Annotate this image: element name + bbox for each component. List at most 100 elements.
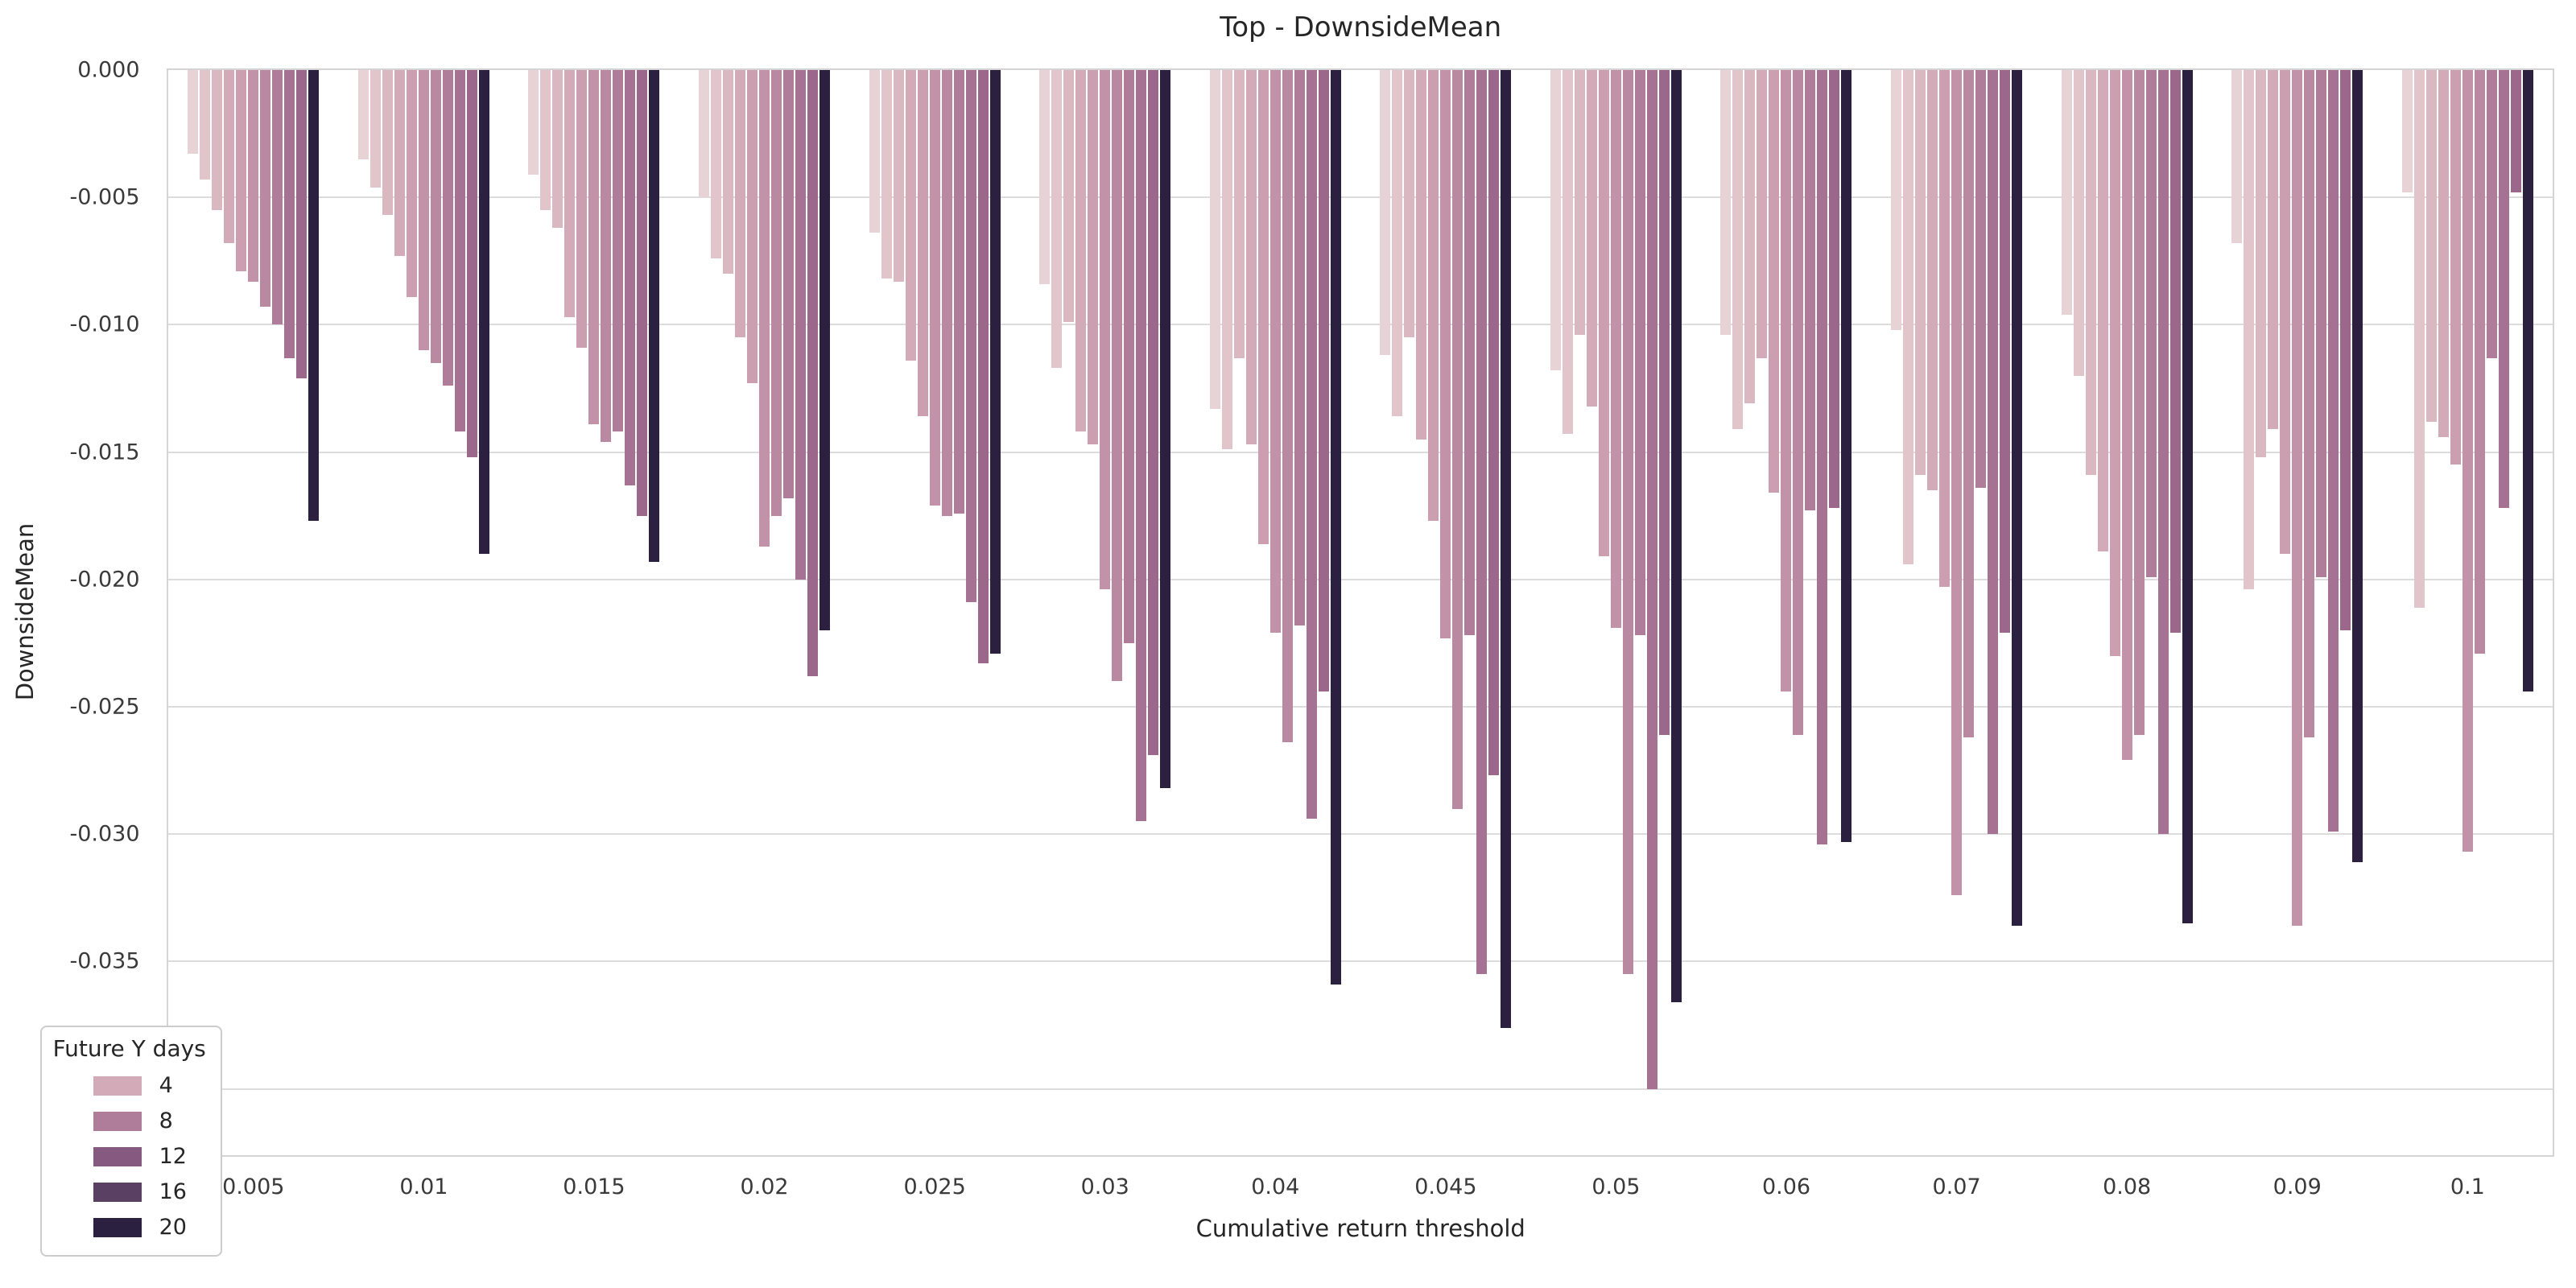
bar-x0.03-days5 [1088,69,1099,445]
legend-label: 4 [159,1073,173,1099]
bar-x0.08-days20 [2182,69,2193,923]
legend-label: 20 [159,1215,187,1241]
bar-x0.03-days3 [1063,69,1075,323]
bar-x0.06-days20 [1841,69,1852,842]
bar-x0.005-days20 [308,69,320,522]
legend-swatch-icon [93,1146,142,1166]
legend-entry-20: 20 [52,1210,213,1245]
bar-x0.09-days2 [2244,69,2255,590]
legend-swatch-icon [93,1075,142,1096]
bar-x0.07-days2 [1903,69,1914,564]
bar-x0.015-days6 [588,69,600,424]
x-tick-label: 0.06 [1761,1174,1811,1200]
bar-x0.02-days3 [723,69,734,275]
x-tick-label: 0.02 [740,1174,789,1200]
bar-x0.02-days1 [699,69,710,198]
bar-x0.025-days8 [953,69,964,514]
legend: Future Y days 4 8 12 16 20 [39,1025,222,1257]
legend-swatch-icon [93,1182,142,1202]
legend-label: 8 [159,1108,173,1134]
bar-cluster [2231,69,2363,1155]
gridline [168,960,2553,963]
bar-x0.04-days1 [1209,69,1220,409]
bar-x0.1-days8 [2486,69,2497,358]
bar-cluster [2061,69,2194,1155]
bar-x0.05-days1 [1550,69,1561,371]
gridline [168,196,2553,199]
y-axis-label: DownsideMean [11,522,39,701]
bar-cluster [357,69,490,1155]
bar-group-0.04: 0.04 [1190,69,1360,1199]
bar-group-0.09: 0.09 [2212,69,2383,1199]
bar-cluster [527,69,660,1155]
bar-x0.025-days20 [989,69,1001,654]
bar-x0.04-days7 [1282,69,1293,743]
bar-x0.09-days10 [2340,69,2351,631]
gridline [168,706,2553,708]
bar-group-0.1: 0.1 [2383,69,2553,1199]
bar-x0.015-days1 [528,69,539,175]
x-tick-label: 0.05 [1591,1174,1641,1200]
bar-x0.06-days2 [1732,69,1744,430]
bar-x0.04-days10 [1318,69,1329,692]
bar-x0.09-days6 [2292,69,2303,927]
bar-x0.025-days1 [869,69,880,233]
bar-x0.02-days6 [759,69,770,547]
bar-group-0.01: 0.01 [339,69,510,1199]
bar-x0.02-days4 [735,69,746,338]
bar-x0.045-days1 [1380,69,1391,356]
x-tick-label: 0.09 [2273,1174,2322,1200]
bar-x0.045-days4 [1416,69,1427,440]
bar-x0.01-days5 [406,69,417,297]
gridline [168,1088,2553,1090]
legend-entries: 4 8 12 16 20 [52,1068,213,1245]
bar-x0.09-days20 [2352,69,2363,863]
bar-x0.045-days8 [1464,69,1476,636]
bar-x0.045-days7 [1452,69,1463,809]
bar-x0.04-days4 [1245,69,1257,445]
bar-x0.07-days7 [1963,69,1975,737]
y-tick-label: -0.025 [69,694,140,720]
bar-x0.045-days20 [1501,69,1512,1028]
bar-x0.03-days6 [1100,69,1111,590]
bar-x0.04-days3 [1233,69,1245,358]
bar-x0.03-days10 [1148,69,1159,756]
bar-x0.09-days8 [2316,69,2327,577]
bar-x0.05-days7 [1622,69,1633,975]
bar-x0.01-days4 [394,69,405,256]
bar-x0.025-days7 [941,69,952,516]
bar-x0.03-days9 [1136,69,1147,822]
bar-x0.08-days10 [2169,69,2181,634]
bar-x0.015-days7 [601,69,612,442]
bar-x0.02-days5 [747,69,758,384]
bar-cluster [869,69,1001,1155]
bar-x0.06-days7 [1793,69,1804,735]
x-tick-label: 0.07 [1932,1174,1981,1200]
bar-x0.005-days4 [224,69,235,244]
bar-x0.05-days20 [1670,69,1682,1003]
bar-x0.05-days3 [1574,69,1585,336]
bar-x0.045-days6 [1440,69,1451,638]
bar-cluster [187,69,320,1155]
bar-x0.03-days8 [1124,69,1135,643]
y-tick-label: -0.030 [69,821,140,847]
gridline [168,578,2553,580]
bar-x0.08-days8 [2145,69,2157,577]
y-tick-label: -0.015 [69,440,140,465]
x-tick-label: 0.04 [1251,1174,1300,1200]
bar-x0.02-days10 [807,69,819,677]
bar-x0.07-days20 [2012,69,2023,927]
bar-x0.05-days6 [1610,69,1621,628]
x-tick-label: 0.03 [1080,1174,1129,1200]
legend-label: 16 [159,1179,187,1205]
y-tick-label: -0.035 [69,948,140,974]
y-tick-label: 0.000 [77,57,140,83]
bar-x0.045-days3 [1404,69,1415,338]
bar-x0.05-days5 [1598,69,1609,557]
bar-x0.025-days6 [929,69,940,506]
bar-group-0.025: 0.025 [849,69,1020,1199]
y-tick-label: -0.010 [69,312,140,337]
bar-x0.02-days7 [771,69,782,516]
bar-x0.1-days2 [2413,69,2425,608]
